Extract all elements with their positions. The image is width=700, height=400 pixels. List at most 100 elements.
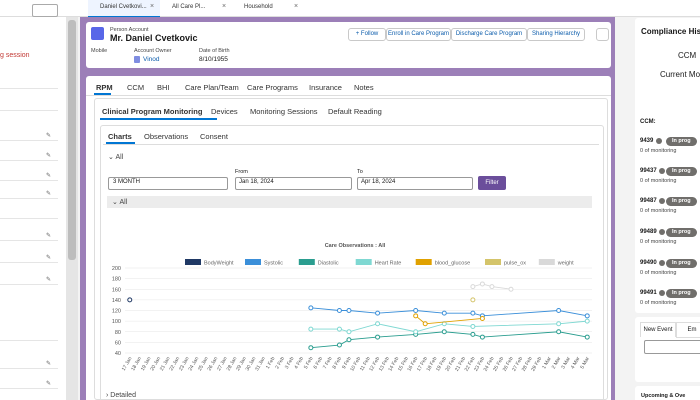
detailed-toggle[interactable]: › Detailed [106, 392, 136, 399]
data-point [422, 321, 428, 327]
dropdown[interactable] [32, 4, 58, 17]
main-tabs[interactable]: CCM [127, 83, 145, 92]
field-line [0, 110, 58, 111]
item-note: 0 of monitoring [640, 208, 677, 214]
compliance-program: CCM [678, 51, 697, 60]
main-tabs[interactable]: Care Programs [247, 83, 298, 92]
edit-icon[interactable]: ✎ [46, 381, 52, 387]
item-code: 99437 [640, 168, 657, 174]
divider [86, 95, 611, 96]
y-tick-label: 40 [115, 351, 121, 357]
chart-section[interactable]: ⌄ All [112, 199, 128, 206]
x-tick-label: 5 Feb [303, 356, 315, 370]
main-tabs[interactable]: BHI [157, 83, 170, 92]
filter-button[interactable]: Filter [478, 176, 506, 190]
left-panel [0, 17, 66, 400]
record-name: Mr. Daniel Cvetkovic [110, 33, 198, 43]
tab-close[interactable]: × [294, 3, 299, 10]
data-point [127, 297, 133, 303]
field-line [0, 198, 58, 199]
owner-icon [134, 56, 140, 63]
workspace-tab[interactable]: Daniel Cvetkovi... [100, 4, 147, 10]
data-point [508, 286, 514, 292]
item-note: 0 of monitoring [640, 239, 677, 245]
tab-close[interactable]: × [150, 3, 155, 10]
data-point [375, 321, 381, 327]
status-pill: In prog [666, 167, 697, 176]
field-value[interactable]: Vinod [143, 56, 160, 63]
legend-swatch [185, 259, 201, 265]
item-note: 0 of monitoring [640, 300, 677, 306]
view-tabs[interactable]: Consent [200, 132, 228, 141]
main-tabs[interactable]: Notes [354, 83, 374, 92]
from-label: From [235, 169, 248, 175]
header-button[interactable]: + Follow [348, 28, 386, 41]
range-select[interactable] [108, 177, 228, 190]
y-tick-label: 140 [112, 298, 121, 304]
main-tabs[interactable]: Care Plan/Team [185, 83, 239, 92]
info-icon [659, 290, 665, 296]
chart-section-bar [107, 196, 592, 208]
field-line [0, 240, 58, 241]
compliance-title: Compliance Histor [641, 27, 700, 36]
field-line [0, 140, 58, 141]
data-point [308, 345, 314, 351]
edit-icon[interactable]: ✎ [46, 173, 52, 179]
edit-icon[interactable]: ✎ [46, 133, 52, 139]
item-code: 99489 [640, 229, 657, 235]
field-line [0, 218, 58, 219]
item-code: 99490 [640, 260, 657, 266]
item-note: 0 of monitoring [640, 270, 677, 276]
data-point [470, 310, 476, 316]
edit-icon[interactable]: ✎ [46, 191, 52, 197]
activity-tab[interactable]: Em [676, 322, 700, 338]
sub-tabs[interactable]: Devices [211, 107, 238, 116]
edit-icon[interactable]: ✎ [46, 277, 52, 283]
from-input[interactable] [235, 177, 352, 190]
x-tick-label: 2 Feb [274, 356, 286, 370]
scroll-thumb[interactable] [68, 20, 76, 260]
to-input[interactable] [357, 177, 473, 190]
legend-label: blood_glucose [435, 261, 470, 267]
sub-tabs[interactable]: Default Reading [328, 107, 382, 116]
section-toggle[interactable]: ⌄ All [108, 154, 124, 161]
y-tick-label: 160 [112, 287, 121, 293]
legend-swatch [485, 259, 501, 265]
body-card [86, 76, 611, 400]
info-icon [659, 229, 665, 235]
main-tabs[interactable]: RPM [96, 83, 113, 92]
y-tick-label: 180 [112, 277, 121, 283]
y-tick-label: 100 [112, 319, 121, 325]
workspace-tab[interactable]: All Care Pl... [172, 4, 206, 10]
header-button[interactable]: Enroll in Care Program [386, 28, 451, 41]
activity-input[interactable] [644, 340, 700, 354]
upcoming-card [635, 386, 700, 400]
status-pill: In prog [666, 228, 697, 237]
active-underline [94, 93, 111, 95]
field-line [0, 88, 58, 89]
header-button[interactable]: Sharing Hierarchy [527, 28, 585, 41]
data-point [413, 308, 419, 313]
tab-close[interactable]: × [222, 3, 227, 10]
status-pill: In prog [666, 259, 697, 268]
edit-icon[interactable]: ✎ [46, 255, 52, 261]
edit-icon[interactable]: ✎ [46, 233, 52, 239]
workspace-tab[interactable]: Household [244, 4, 273, 10]
data-point [375, 310, 381, 316]
more-actions[interactable] [596, 28, 609, 41]
data-point [336, 308, 342, 313]
header-button[interactable]: Discharge Care Program [451, 28, 527, 41]
main-tabs[interactable]: Insurance [309, 83, 342, 92]
edit-icon[interactable]: ✎ [46, 361, 52, 367]
activity-tab[interactable]: New Event [640, 322, 676, 337]
edit-icon[interactable]: ✎ [46, 153, 52, 159]
view-tabs[interactable]: Observations [144, 132, 189, 141]
x-tick-label: 7 Feb [322, 356, 334, 370]
data-point [479, 334, 485, 340]
sub-tabs[interactable]: Clinical Program Monitoring [102, 107, 203, 116]
sub-tabs[interactable]: Monitoring Sessions [250, 107, 318, 116]
view-tabs[interactable]: Charts [108, 132, 132, 141]
data-point [375, 334, 381, 340]
data-point [470, 297, 476, 303]
legend-label: BodyWeight [204, 261, 234, 267]
